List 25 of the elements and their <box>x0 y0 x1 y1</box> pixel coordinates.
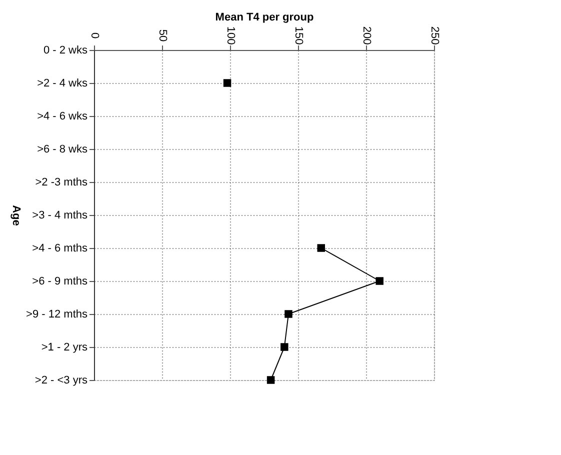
y-tick-label: >2 - <3 yrs <box>34 374 88 386</box>
point <box>284 310 292 318</box>
point <box>223 79 232 87</box>
x-tick-label: 100 <box>224 26 236 45</box>
y-tick-label: >4 - 6 mths <box>32 242 88 254</box>
x-tick-label: 50 <box>156 29 168 42</box>
x-axis-title: Mean T4 per group <box>215 11 314 24</box>
point <box>266 376 275 384</box>
y-tick-label: 0 - 2 wks <box>43 44 88 56</box>
y-tick-label: >6 - 8 wks <box>37 144 88 156</box>
y-axis-title: Age <box>10 205 22 226</box>
y-tick-label: >9 - 12 mths <box>26 308 88 320</box>
y-tick-label: >2 -3 mths <box>35 176 88 188</box>
x-tick-label: 200 <box>360 26 372 45</box>
point <box>280 343 288 351</box>
y-tick-label: >6 - 9 mths <box>32 276 88 288</box>
x-tick-label: 150 <box>292 26 304 45</box>
y-tick-label: >1 - 2 yrs <box>41 342 88 354</box>
point <box>317 244 325 252</box>
point <box>376 277 384 285</box>
x-tick-label: 0 <box>88 32 100 39</box>
x-tick-label: 250 <box>428 26 440 45</box>
y-tick-label: >2 - 4 wks <box>37 78 88 90</box>
y-tick-label: >4 - 6 wks <box>37 110 88 122</box>
y-tick-label: >3 - 4 mths <box>32 210 88 222</box>
